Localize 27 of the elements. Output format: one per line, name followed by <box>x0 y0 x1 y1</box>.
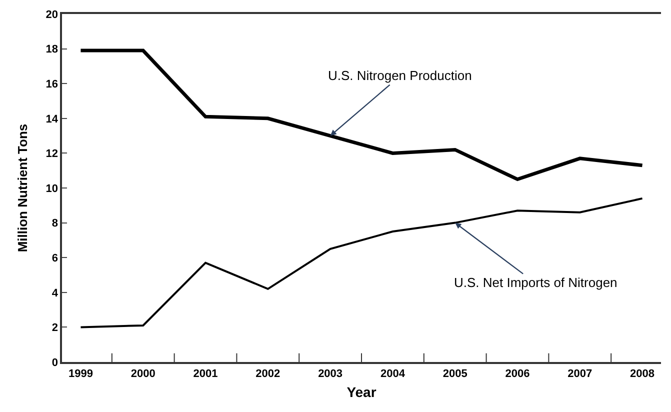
y-tick-label: 16 <box>46 78 58 90</box>
y-tick-label: 8 <box>52 218 58 230</box>
x-tick-label: 2005 <box>442 368 468 380</box>
line-series <box>80 197 644 328</box>
x-tick-label: 2004 <box>380 368 406 380</box>
x-tick-label: 2000 <box>130 368 156 380</box>
y-tick-label: 20 <box>46 8 58 21</box>
y-tick-label: 0 <box>52 356 58 369</box>
x-tick-label: 1999 <box>68 368 93 380</box>
x-tick-label: 2003 <box>318 368 343 380</box>
y-tick-label: 10 <box>46 182 58 195</box>
y-tick-label: 14 <box>46 113 59 126</box>
y-tick-label: 18 <box>46 44 58 56</box>
y-tick-label: 4 <box>52 287 59 300</box>
y-tick-label: 12 <box>46 148 58 160</box>
annotation: U.S. Nitrogen Production <box>328 68 472 83</box>
y-axis-title: Million Nutrient Tons <box>15 124 30 252</box>
annotation: U.S. Net Imports of Nitrogen <box>454 275 618 290</box>
x-tick-label: 2002 <box>256 368 280 380</box>
x-tick-label: 2007 <box>568 368 592 380</box>
x-tick-label: 2008 <box>630 368 655 380</box>
line-series <box>78 48 644 182</box>
x-tick-label: 2001 <box>193 368 218 380</box>
x-tick-label: 2006 <box>505 368 530 380</box>
y-tick-label: 6 <box>52 252 58 264</box>
y-tick-label: 2 <box>52 322 58 334</box>
x-axis-title: Year <box>346 384 377 400</box>
